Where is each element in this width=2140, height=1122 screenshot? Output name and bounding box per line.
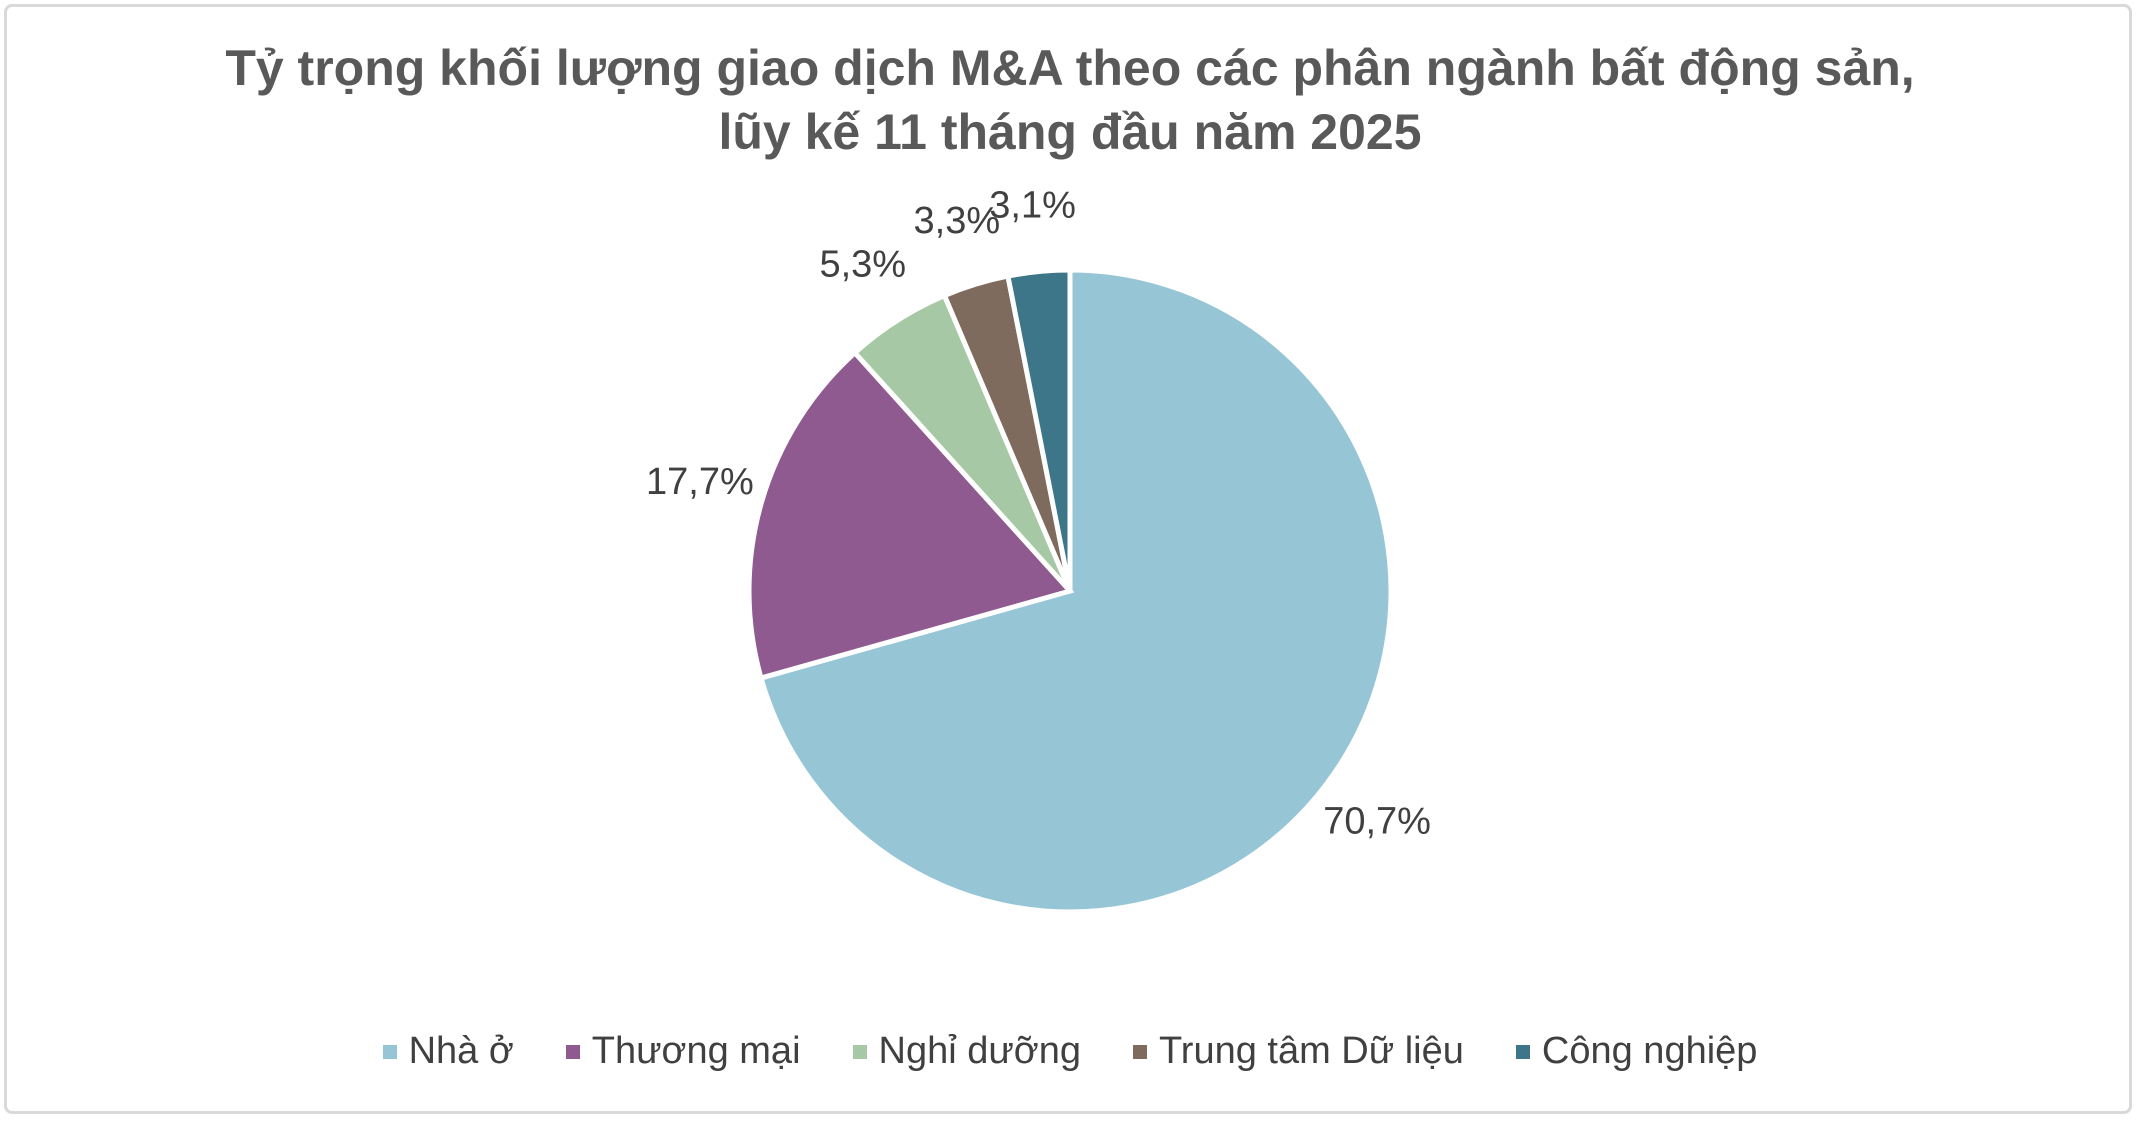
legend: Nhà ở Thương mại Nghỉ dưỡng Trung tâm Dữ li… [0,1030,2140,1073]
legend-item: Công nghiệp [1515,1030,1758,1073]
legend-label: Nghỉ dưỡng [878,1030,1081,1072]
chart-title: Tỷ trọng khối lượng giao dịch M&A theo c… [225,40,1915,160]
data-label: 70,7% [1323,801,1431,843]
legend-swatch [565,1044,580,1059]
data-label: 3,3% [914,200,1001,242]
pie-slice [1004,267,1073,592]
pie-slice [757,267,1394,915]
legend-item: Nhà ở [382,1030,514,1073]
legend-item: Thương mại [565,1030,801,1073]
legend-label: Thương mại [591,1030,801,1072]
data-label: 5,3% [819,243,906,285]
legend-item: Nghỉ dưỡng [852,1030,1081,1073]
legend-label: Nhà ở [408,1030,514,1072]
legend-label: Trung tâm Dữ liệu [1158,1030,1464,1072]
legend-swatch [382,1044,397,1059]
legend-swatch [1132,1044,1147,1059]
chart-frame [4,4,2132,1114]
legend-item: Trung tâm Dữ liệu [1132,1030,1464,1073]
pie-slice [746,349,1075,682]
legend-swatch [1515,1044,1530,1059]
legend-swatch [852,1044,867,1059]
data-label: 17,7% [646,461,754,503]
legend-label: Công nghiệp [1541,1030,1758,1072]
data-label: 3,1% [989,185,1076,227]
